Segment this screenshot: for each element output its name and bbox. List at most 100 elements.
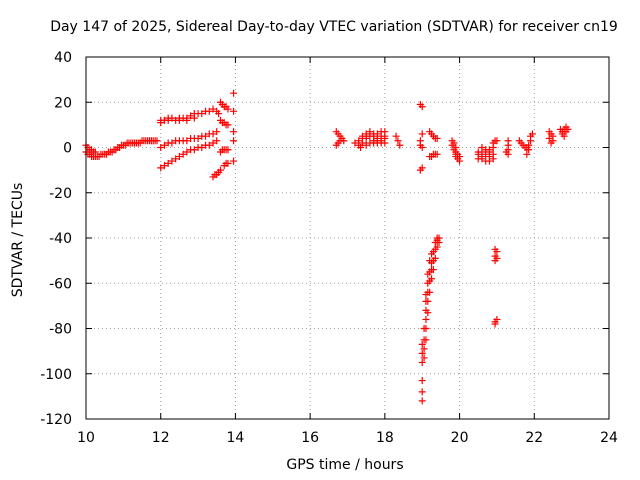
axis-ticks: 10 12 14 16 18 20 22 24 -120 -100 -80 -60 -40 -20 0 20 4… — [40, 50, 618, 446]
series-arc-20-21 — [474, 130, 536, 165]
plot-frame — [85, 56, 610, 420]
data-point — [168, 139, 176, 147]
series-arc-12-lower — [157, 137, 221, 172]
data-point — [418, 103, 426, 111]
data-point — [351, 139, 359, 147]
data-point — [183, 137, 191, 145]
data-point — [172, 155, 180, 163]
data-point — [478, 153, 486, 161]
data-point — [426, 288, 434, 296]
data-point — [187, 112, 195, 120]
data-point — [418, 377, 426, 385]
data-point — [424, 270, 432, 278]
x-tick-label: 22 — [525, 430, 543, 446]
data-point — [230, 157, 238, 165]
data-point — [205, 107, 213, 115]
data-point — [215, 110, 223, 118]
data-point — [381, 132, 389, 140]
data-point — [424, 309, 432, 317]
x-tick-label: 10 — [77, 430, 95, 446]
data-point — [422, 315, 430, 323]
data-point — [153, 137, 161, 145]
data-point — [431, 254, 439, 262]
data-point — [91, 148, 99, 156]
data-point — [164, 159, 172, 167]
series-arc-10-12 — [82, 137, 161, 161]
data-point — [426, 257, 434, 265]
data-point — [493, 315, 501, 323]
data-point — [194, 134, 202, 142]
data-point — [418, 164, 426, 172]
data-point — [370, 132, 378, 140]
series-arc-12-upper — [157, 105, 217, 127]
data-point — [160, 162, 168, 170]
data-point — [545, 134, 553, 142]
y-tick-label: -120 — [40, 412, 72, 428]
data-point — [381, 139, 389, 147]
series-arc-16-18 — [332, 128, 404, 151]
data-point — [168, 157, 176, 165]
data-point — [224, 146, 232, 154]
data-point — [190, 114, 198, 122]
data-point — [478, 144, 486, 151]
series-arc-13-14 — [209, 89, 238, 181]
series-arc-19-drop — [418, 234, 443, 405]
data-point — [213, 128, 221, 136]
data-point — [489, 150, 497, 158]
y-tick-label: -100 — [40, 367, 72, 383]
x-axis-label: GPS time / hours — [286, 457, 404, 473]
data-point — [547, 139, 555, 147]
y-tick-label: 20 — [54, 95, 72, 111]
data-point — [230, 107, 238, 115]
data-point — [433, 134, 441, 142]
data-point — [216, 166, 224, 174]
data-point — [362, 130, 370, 138]
series-arc-12-mid — [157, 128, 221, 151]
data-point — [213, 137, 221, 145]
data-point — [418, 388, 426, 396]
x-tick-label: 18 — [376, 430, 394, 446]
data-point — [357, 144, 365, 151]
data-point — [366, 128, 374, 136]
data-point — [164, 114, 172, 122]
data-point — [396, 141, 404, 149]
data-point — [433, 243, 441, 251]
data-point — [429, 266, 437, 274]
data-point — [418, 397, 426, 405]
y-tick-label: -60 — [49, 276, 72, 292]
x-tick-label: 20 — [451, 430, 469, 446]
grid-lines — [86, 57, 609, 419]
data-point — [183, 116, 191, 124]
data-point — [179, 150, 187, 158]
data-point — [230, 89, 238, 97]
y-tick-label: 40 — [54, 50, 72, 66]
data-point — [224, 121, 232, 129]
data-point — [230, 128, 238, 136]
x-tick-label: 16 — [301, 430, 319, 446]
data-point — [491, 320, 499, 328]
x-tick-label: 24 — [600, 430, 618, 446]
data-point — [420, 354, 428, 362]
data-point — [422, 291, 430, 299]
data-point — [224, 105, 232, 113]
data-point — [420, 325, 428, 332]
data-point — [418, 349, 426, 357]
series-arc-22-23 — [545, 123, 572, 147]
data-point — [175, 153, 183, 161]
data-point — [202, 132, 210, 140]
data-point — [160, 141, 168, 149]
data-points — [82, 89, 572, 405]
data-point — [562, 128, 570, 136]
data-point — [493, 248, 501, 256]
data-point — [418, 340, 426, 348]
data-point — [485, 148, 493, 156]
data-point — [157, 119, 165, 127]
data-point — [435, 234, 443, 242]
data-point — [418, 144, 426, 151]
data-point — [424, 297, 432, 305]
data-point — [362, 141, 370, 149]
data-point — [428, 250, 436, 258]
data-point — [224, 159, 232, 167]
data-point — [528, 130, 536, 138]
